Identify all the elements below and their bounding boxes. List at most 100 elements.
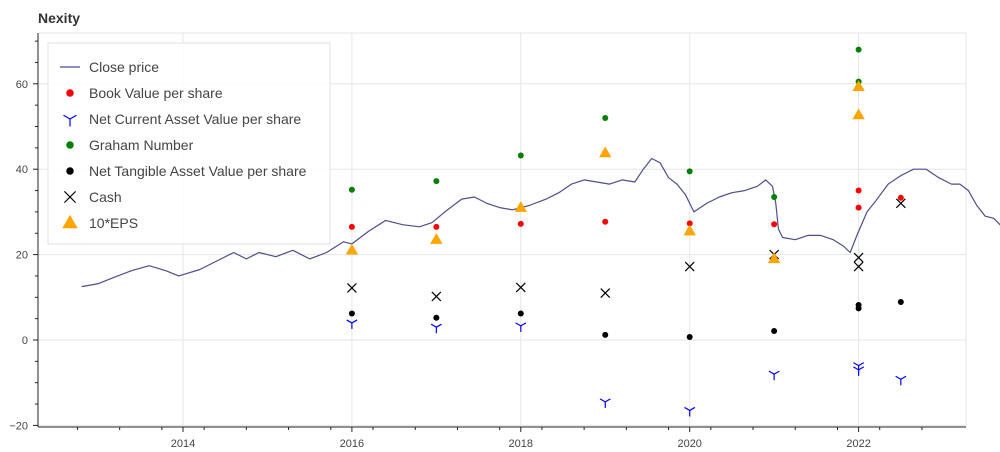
legend-label: Net Tangible Asset Value per share <box>89 163 307 179</box>
cash-marker-stroke <box>684 261 695 272</box>
10-eps-point <box>767 252 781 264</box>
net-tangible-asset-value-per-share-point <box>602 331 609 338</box>
10-eps-point <box>430 233 443 244</box>
y-tick-label: −20 <box>9 420 28 432</box>
cash-point <box>895 198 906 209</box>
graham-number-point <box>348 186 355 193</box>
legend: Close price Book Value per share Net Curre… <box>47 42 331 245</box>
cash-point <box>600 288 611 298</box>
cash-point <box>346 282 357 293</box>
ncav-marker-stroke <box>853 366 859 371</box>
cash-marker-stroke <box>515 282 526 293</box>
ncav-marker-stroke <box>768 370 775 375</box>
ncav-marker-stroke <box>346 319 353 324</box>
legend-marker-swatch <box>66 89 74 97</box>
graham-number-point <box>433 178 440 185</box>
net-tangible-asset-value-per-share-point <box>855 305 862 312</box>
y-tick-label: 0 <box>22 335 28 347</box>
net-tangible-asset-value-per-share-point <box>686 334 693 341</box>
10-eps-point <box>852 80 865 92</box>
ncav-marker-stroke <box>520 322 527 327</box>
legend-entry: Net Current Asset Value per share <box>63 111 301 127</box>
net-current-asset-value-per-share-point <box>853 366 865 376</box>
legend-entry: Close price <box>60 59 159 75</box>
x-tick-label: 2014 <box>171 438 195 450</box>
legend-label: Graham Number <box>89 137 194 153</box>
graham-number-point <box>855 46 862 53</box>
legend-label: Book Value per share <box>89 85 223 101</box>
cash-marker-stroke <box>853 261 864 272</box>
10-eps-point <box>683 224 696 236</box>
y-tick-label: 60 <box>16 79 28 91</box>
cash-point <box>515 282 526 293</box>
book-value-per-share-point <box>855 187 862 194</box>
ncav-marker-stroke <box>895 375 902 380</box>
book-value-per-share-point <box>348 223 355 230</box>
net-tangible-asset-value-per-share-point <box>433 314 440 321</box>
net-current-asset-value-per-share-point <box>895 375 907 386</box>
axes: 2014 2016 2018 2020 2022 −20 0 20 40 60 <box>9 32 967 450</box>
ncav-marker-stroke <box>900 375 907 380</box>
graham-number-point <box>771 193 778 200</box>
legend-label: Cash <box>89 189 122 205</box>
net-tangible-asset-value-per-share-point <box>771 328 778 335</box>
net-current-asset-value-per-share-point <box>430 323 442 334</box>
cash-marker-stroke <box>895 198 906 209</box>
legend-entry: Cash <box>63 189 122 205</box>
close-price-line <box>81 157 1000 288</box>
ncav-marker-stroke <box>599 398 606 403</box>
ncav-marker-stroke <box>604 398 611 403</box>
y-tick-label: 40 <box>16 164 28 176</box>
net-tangible-asset-value-per-share-point <box>348 310 355 317</box>
graham-number-point <box>686 168 693 175</box>
legend-marker-swatch <box>66 141 74 149</box>
x-tick-label: 2018 <box>509 438 533 450</box>
book-value-per-share-point <box>897 194 904 201</box>
book-value-per-share-point <box>517 220 524 227</box>
ncav-marker-stroke <box>853 362 859 367</box>
cash-point <box>853 252 864 263</box>
book-value-per-share-point <box>855 204 862 211</box>
net-current-asset-value-per-share-point <box>768 370 780 381</box>
cash-marker-stroke <box>431 291 442 302</box>
book-value-per-share-point <box>433 223 440 230</box>
cash-point <box>853 261 864 272</box>
10-eps-point <box>345 243 359 255</box>
ncav-marker-stroke <box>69 114 77 120</box>
x-tick-label: 2020 <box>677 438 701 450</box>
10-eps-point <box>852 108 865 120</box>
x-tick-label: 2022 <box>846 438 870 450</box>
legend-marker-swatch <box>62 214 78 229</box>
cash-marker-stroke <box>600 288 611 298</box>
ncav-marker-stroke <box>858 366 865 371</box>
net-tangible-asset-value-per-share-point <box>897 298 904 305</box>
net-tangible-asset-value-per-share-point <box>517 310 524 317</box>
legend-marker-swatch <box>63 190 77 204</box>
ncav-marker-stroke <box>436 323 442 328</box>
ncav-marker-stroke <box>351 319 358 324</box>
graham-number-point <box>517 152 524 159</box>
legend-entry: Net Tangible Asset Value per share <box>66 163 307 179</box>
book-value-per-share-point <box>771 221 778 228</box>
book-value-per-share-point <box>686 220 693 227</box>
legend-box <box>47 42 331 245</box>
graham-number-point <box>602 114 609 121</box>
10-eps-point <box>514 201 527 212</box>
net-current-asset-value-per-share-point <box>599 398 611 408</box>
legend-label: Net Current Asset Value per share <box>89 111 301 127</box>
legend-marker-swatch <box>63 114 77 127</box>
book-value-per-share-point <box>602 218 609 225</box>
legend-label: 10*EPS <box>89 215 138 231</box>
cash-marker-stroke <box>346 282 357 293</box>
cash-point <box>431 291 442 302</box>
chart-title: Nexity <box>38 10 80 26</box>
legend-entry: Graham Number <box>66 137 194 153</box>
ncav-marker-stroke <box>689 406 696 411</box>
legend-marker-swatch <box>66 167 74 175</box>
series-layer <box>81 46 1000 417</box>
ncav-marker-stroke <box>430 323 437 328</box>
ncav-marker-stroke <box>684 406 691 411</box>
y-tick-label: 20 <box>16 250 28 262</box>
net-current-asset-value-per-share-point <box>346 319 358 329</box>
